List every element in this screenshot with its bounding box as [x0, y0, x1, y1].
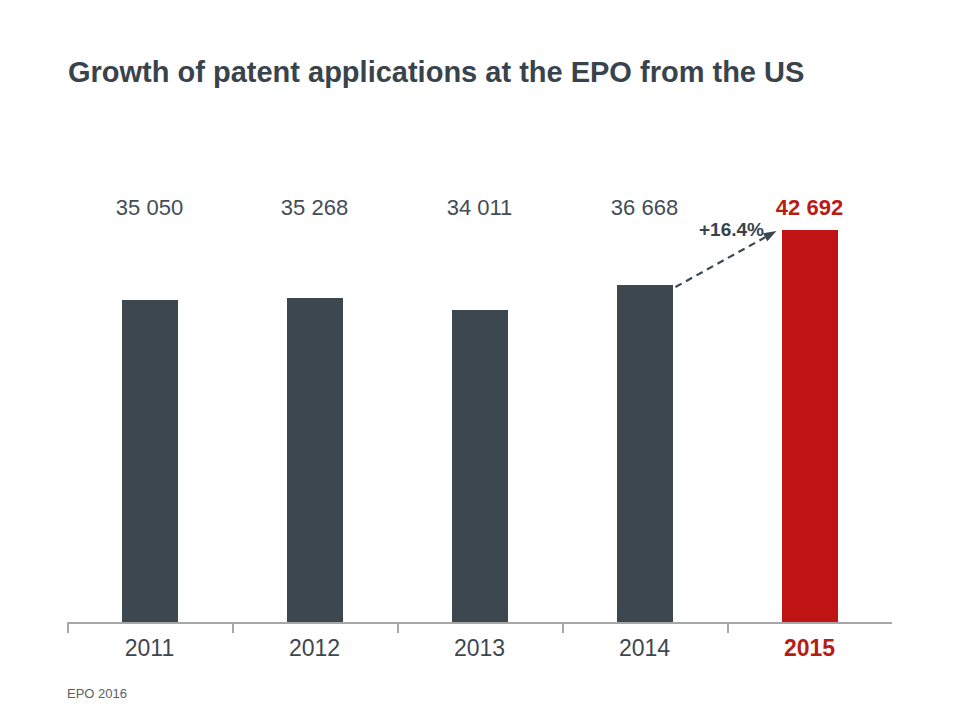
value-label-2011: 35 050	[67, 194, 232, 222]
x-axis-tick	[67, 624, 69, 633]
x-axis-tick	[397, 624, 399, 633]
slide: Growth of patent applications at the EPO…	[0, 0, 960, 720]
value-label-2013: 34 011	[397, 194, 562, 222]
x-axis-tick	[232, 624, 234, 633]
bar-2012	[287, 298, 343, 622]
value-label-2014: 36 668	[562, 194, 727, 222]
x-axis-tick	[727, 624, 729, 633]
growth-arrow-head	[763, 231, 777, 241]
category-label-2014: 2014	[562, 633, 727, 663]
category-label-2011: 2011	[67, 633, 232, 663]
category-label-2013: 2013	[397, 633, 562, 663]
value-label-2015: 42 692	[727, 194, 892, 222]
category-label-2015: 2015	[727, 633, 892, 663]
bar-2015	[782, 230, 838, 622]
growth-arrow-line	[676, 237, 766, 287]
bar-chart: +16.4% 35 050201135 268201234 011201336 …	[0, 0, 960, 720]
category-label-2012: 2012	[232, 633, 397, 663]
bar-2011	[122, 300, 178, 622]
x-axis-line	[67, 622, 892, 624]
bar-2013	[452, 310, 508, 622]
source-note: EPO 2016	[67, 686, 127, 701]
bar-2014	[617, 285, 673, 622]
x-axis-tick	[562, 624, 564, 633]
value-label-2012: 35 268	[232, 194, 397, 222]
